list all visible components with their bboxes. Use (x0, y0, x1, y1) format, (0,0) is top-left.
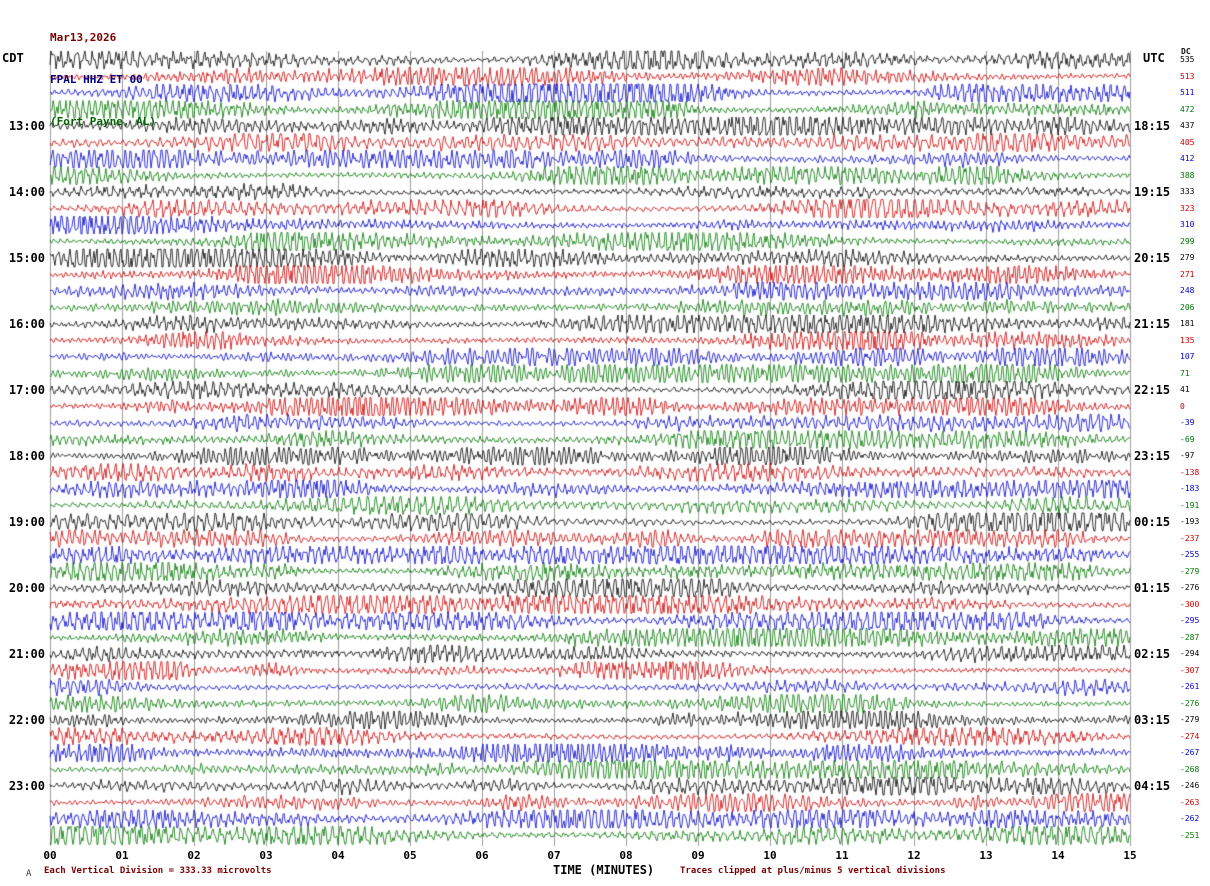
right-label: 03:15 (1134, 713, 1171, 727)
right-label: 23:15 (1134, 449, 1171, 463)
dc-offset-value: -274 (1180, 731, 1200, 741)
x-axis-tick-label: 01 (115, 849, 129, 862)
dc-offset-value: 412 (1180, 154, 1195, 163)
right-label: 01:15 (1134, 581, 1171, 595)
right-label: 00:15 (1134, 515, 1171, 529)
left-label: 19:00 (8, 515, 45, 529)
left-label: 13:00 (8, 119, 45, 133)
left-label: 17:00 (8, 383, 45, 397)
right-label: 04:15 (1134, 779, 1171, 793)
dc-offset-value: -251 (1180, 830, 1200, 840)
dc-offset-value: -279 (1180, 566, 1200, 576)
dc-offset-value: 535 (1180, 55, 1195, 64)
x-axis-tick-label: 10 (763, 849, 777, 862)
x-axis-tick-label: 03 (259, 849, 273, 862)
x-axis-tick-label: 12 (907, 849, 921, 862)
left-label: 20:00 (8, 581, 45, 595)
dc-offset-value: -246 (1180, 781, 1200, 790)
x-axis-title: TIME (MINUTES) (553, 863, 655, 877)
title-location: (Fort Payne, AL) (50, 115, 156, 128)
right-label: 02:15 (1134, 647, 1171, 661)
dc-offset-value: 271 (1180, 269, 1195, 279)
dc-offset-value: 405 (1180, 137, 1195, 147)
x-axis-tick-label: 06 (475, 849, 489, 862)
dc-offset-value: 206 (1180, 302, 1195, 312)
x-axis-tick-label: 08 (619, 849, 633, 862)
logo-mark: A (26, 869, 32, 879)
dc-offset-value: -193 (1180, 517, 1200, 526)
left-label: 21:00 (8, 647, 45, 661)
dc-offset-value: 437 (1180, 121, 1195, 130)
x-axis-tick-label: 14 (1051, 849, 1065, 862)
left-label: 14:00 (8, 185, 45, 199)
dc-offset-value: -300 (1180, 599, 1200, 609)
dc-offset-value: -295 (1180, 616, 1200, 625)
dc-offset-value: 248 (1180, 286, 1195, 295)
dc-offset-value: 279 (1180, 253, 1195, 262)
dc-offset-value: -262 (1180, 814, 1200, 823)
footer-clip-note: Traces clipped at plus/minus 5 vertical … (680, 866, 946, 876)
dc-offset-value: -263 (1180, 797, 1200, 807)
right-label: 22:15 (1134, 383, 1171, 397)
x-axis-tick-label: 11 (835, 849, 849, 862)
dc-offset-value: -39 (1180, 418, 1195, 427)
dc-offset-value: -97 (1180, 451, 1195, 460)
right-label: 18:15 (1134, 119, 1171, 133)
right-timezone-label: UTC (1143, 51, 1165, 65)
dc-offset-value: -237 (1180, 533, 1200, 543)
dc-offset-value: 299 (1180, 236, 1195, 246)
dc-offset-value: 41 (1180, 385, 1190, 394)
dc-offset-value: 0 (1180, 401, 1185, 411)
title-block: Mar13,2026 FPAL HHZ ET 00 (Fort Payne, A… (50, 3, 156, 157)
right-label: 21:15 (1134, 317, 1171, 331)
dc-offset-value: -183 (1180, 484, 1200, 493)
x-axis-tick-label: 04 (331, 849, 345, 862)
dc-offset-value: -261 (1180, 682, 1200, 691)
dc-offset-value: 323 (1180, 203, 1195, 213)
dc-offset-value: -276 (1180, 583, 1200, 592)
dc-offset-value: 135 (1180, 335, 1195, 345)
title-date: Mar13,2026 (50, 31, 117, 44)
dc-offset-value: -276 (1180, 698, 1200, 708)
right-label: 19:15 (1134, 185, 1171, 199)
x-axis-tick-label: 07 (547, 849, 561, 862)
dc-offset-value: 107 (1180, 352, 1195, 361)
left-label: 18:00 (8, 449, 45, 463)
x-axis-tick-label: 02 (187, 849, 201, 862)
dc-offset-value: -307 (1180, 665, 1200, 675)
left-label: 15:00 (8, 251, 45, 265)
dc-offset-value: 181 (1180, 319, 1195, 328)
dc-offset-value: 388 (1180, 170, 1195, 180)
dc-offset-value: -279 (1180, 715, 1200, 724)
dc-offset-value: 71 (1180, 368, 1190, 378)
x-axis-tick-label: 13 (979, 849, 993, 862)
dc-offset-value: 511 (1180, 88, 1195, 97)
title-station: FPAL HHZ ET 00 (50, 73, 143, 86)
left-timezone-label: CDT (2, 51, 24, 65)
dc-offset-value: 513 (1180, 71, 1195, 81)
dc-offset-value: -268 (1180, 764, 1200, 774)
left-label: 22:00 (8, 713, 45, 727)
dc-offset-value: 310 (1180, 220, 1195, 229)
dc-offset-value: -255 (1180, 550, 1200, 559)
dc-column-header: DC (1181, 47, 1191, 56)
x-axis-tick-label: 09 (691, 849, 705, 862)
x-axis-tick-label: 05 (403, 849, 417, 862)
dc-offset-value: -287 (1180, 632, 1200, 642)
x-axis-tick-label: 00 (43, 849, 57, 862)
left-label: 16:00 (8, 317, 45, 331)
left-label: 23:00 (8, 779, 45, 793)
dc-offset-value: -191 (1180, 500, 1200, 510)
dc-offset-value: -69 (1180, 434, 1195, 444)
dc-offset-value: 472 (1180, 104, 1195, 114)
x-axis-tick-label: 15 (1123, 849, 1137, 862)
dc-offset-value: -267 (1180, 748, 1200, 757)
dc-offset-value: -294 (1180, 649, 1200, 658)
dc-offset-value: -138 (1180, 467, 1200, 477)
footer-scale-note: Each Vertical Division = 333.33 microvol… (44, 866, 272, 876)
dc-offset-value: 333 (1180, 187, 1195, 196)
right-label: 20:15 (1134, 251, 1171, 265)
